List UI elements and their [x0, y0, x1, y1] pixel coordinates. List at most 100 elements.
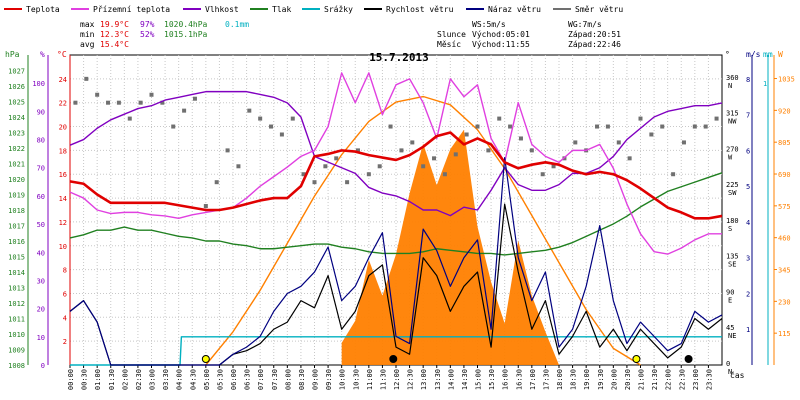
- info-moonrise: Východ:11:55: [472, 40, 530, 49]
- wind-dir-point: [269, 124, 274, 129]
- wind-dir-tick-name: NW: [728, 118, 737, 126]
- axis-title-hpa: hPa: [5, 50, 20, 59]
- series-slune-n-z-en-: [341, 129, 559, 365]
- wind-dir-point: [442, 172, 447, 177]
- axes: 00:00 00:30 01:00 01:30 02:00 02:30 03:00 03:30…: [8, 55, 795, 390]
- x-tick-label: 17:30: [542, 369, 550, 390]
- x-tick-label: 08:30: [298, 369, 306, 390]
- legend-label: Srážky: [324, 5, 353, 14]
- wind-dir-point: [529, 148, 534, 153]
- sunset-marker: [632, 355, 641, 363]
- solar-tick-label: 230: [778, 298, 791, 306]
- humidity-axis-tick-label: 50: [37, 221, 45, 229]
- humidity-axis-tick-label: 90: [37, 108, 45, 116]
- x-tick-label: 06:00: [230, 369, 238, 390]
- solar-tick-label: 920: [778, 107, 791, 115]
- x-tick-label: 04:00: [176, 369, 184, 390]
- x-tick-label: 22:30: [678, 369, 686, 390]
- wind-speed-tick-label: 1: [746, 326, 750, 334]
- wind-dir-point: [453, 152, 458, 157]
- info-ws: WS:5m/s: [472, 20, 506, 29]
- solar-tick-label: 575: [778, 203, 791, 211]
- wind-dir-tick-name: S: [728, 225, 732, 233]
- pressure-axis-tick-label: 1024: [8, 114, 25, 122]
- wind-dir-point: [540, 172, 545, 177]
- pressure-axis-tick-label: 1023: [8, 130, 25, 138]
- legend-label: Náraz větru: [488, 5, 541, 14]
- humidity-axis-tick-label: 10: [37, 334, 45, 342]
- solar-tick-label: 690: [778, 171, 791, 179]
- chart-title: 15.7.2013: [369, 51, 429, 64]
- wind-dir-point: [399, 148, 404, 153]
- x-tick-label: 18:00: [556, 369, 564, 390]
- wind-dir-point: [203, 204, 208, 209]
- x-tick-label: 06:30: [244, 369, 252, 390]
- sunrise-marker: [201, 355, 210, 363]
- x-tick-label: 16:30: [515, 369, 523, 390]
- x-tick-label: 15:00: [475, 369, 483, 390]
- humidity-axis-tick-label: 70: [37, 165, 45, 173]
- stat-max-temp: 19.9°C: [100, 20, 129, 29]
- pressure-axis-tick-label: 1026: [8, 83, 25, 91]
- axis-title-w: W: [778, 50, 783, 59]
- x-tick-label: 05:30: [216, 369, 224, 390]
- wind-dir-point: [149, 92, 154, 97]
- wind-dir-tick-label: 315: [726, 110, 739, 118]
- stat-min-temp: 12.3°C: [100, 30, 129, 39]
- info-moonset: Západ:22:46: [568, 40, 621, 49]
- wind-speed-tick-label: 7: [746, 112, 750, 120]
- wind-dir-point: [432, 156, 437, 161]
- axis-titles: hPa % °C ° m/s mm W čas: [5, 50, 783, 380]
- wind-dir-point: [638, 116, 643, 121]
- wind-dir-point: [388, 124, 393, 129]
- wind-dir-point: [334, 156, 339, 161]
- x-tick-label: 01:30: [108, 369, 116, 390]
- wind-dir-point: [692, 124, 697, 129]
- wind-dir-point: [236, 164, 241, 169]
- stat-min-hum: 52%: [140, 30, 155, 39]
- series-teoretick-z-en-: [205, 95, 641, 366]
- wind-dir-point: [258, 116, 263, 121]
- pressure-axis-tick-label: 1020: [8, 176, 25, 184]
- info-wg: WG:7m/s: [568, 20, 602, 29]
- pressure-axis-tick-label: 1016: [8, 238, 25, 246]
- wind-dir-tick-name: E: [728, 296, 732, 304]
- pressure-axis-tick-label: 1022: [8, 145, 25, 153]
- legend-label: Teplota: [26, 5, 60, 14]
- wind-dir-tick-name: W: [728, 153, 733, 161]
- wind-dir-point: [377, 164, 382, 169]
- solar-tick-label: 1035: [778, 76, 795, 84]
- pressure-axis-tick-label: 1015: [8, 254, 25, 262]
- wind-dir-point: [95, 92, 100, 97]
- temperature-axis-tick-label: 24: [59, 76, 67, 84]
- wind-dir-point: [573, 140, 578, 145]
- info-sun-label: Slunce: [437, 30, 466, 39]
- x-tick-label: 03:00: [149, 369, 157, 390]
- wind-dir-tick-label: 0: [726, 360, 730, 368]
- pressure-axis-tick-label: 1012: [8, 300, 25, 308]
- wind-dir-point: [649, 132, 654, 137]
- wind-dir-point: [421, 164, 426, 169]
- temperature-axis-tick-label: 18: [59, 147, 67, 155]
- info-moon-label: Měsíc: [437, 40, 461, 49]
- axis-title-celsius: °C: [57, 50, 67, 59]
- temperature-axis-tick-label: 14: [59, 195, 67, 203]
- x-tick-label: 13:00: [420, 369, 428, 390]
- wind-dir-point: [312, 180, 317, 185]
- x-tick-label: 08:00: [284, 369, 292, 390]
- series-layer: [69, 72, 723, 366]
- x-tick-label: 20:30: [624, 369, 632, 390]
- x-tick-label: 05:00: [203, 369, 211, 390]
- wind-dir-point: [714, 116, 719, 121]
- humidity-axis-tick-label: 80: [37, 137, 45, 145]
- axis-title-ms: m/s: [746, 50, 761, 59]
- humidity-axis-tick-label: 60: [37, 193, 45, 201]
- temperature-axis-tick-label: 6: [63, 290, 67, 298]
- x-tick-label: 23:30: [705, 369, 713, 390]
- humidity-axis-tick-label: 0: [41, 362, 45, 370]
- wind-dir-tick-label: 180: [726, 217, 739, 225]
- wind-speed-tick-label: 5: [746, 183, 750, 191]
- x-tick-label: 01:00: [94, 369, 102, 390]
- x-tick-label: 22:00: [665, 369, 673, 390]
